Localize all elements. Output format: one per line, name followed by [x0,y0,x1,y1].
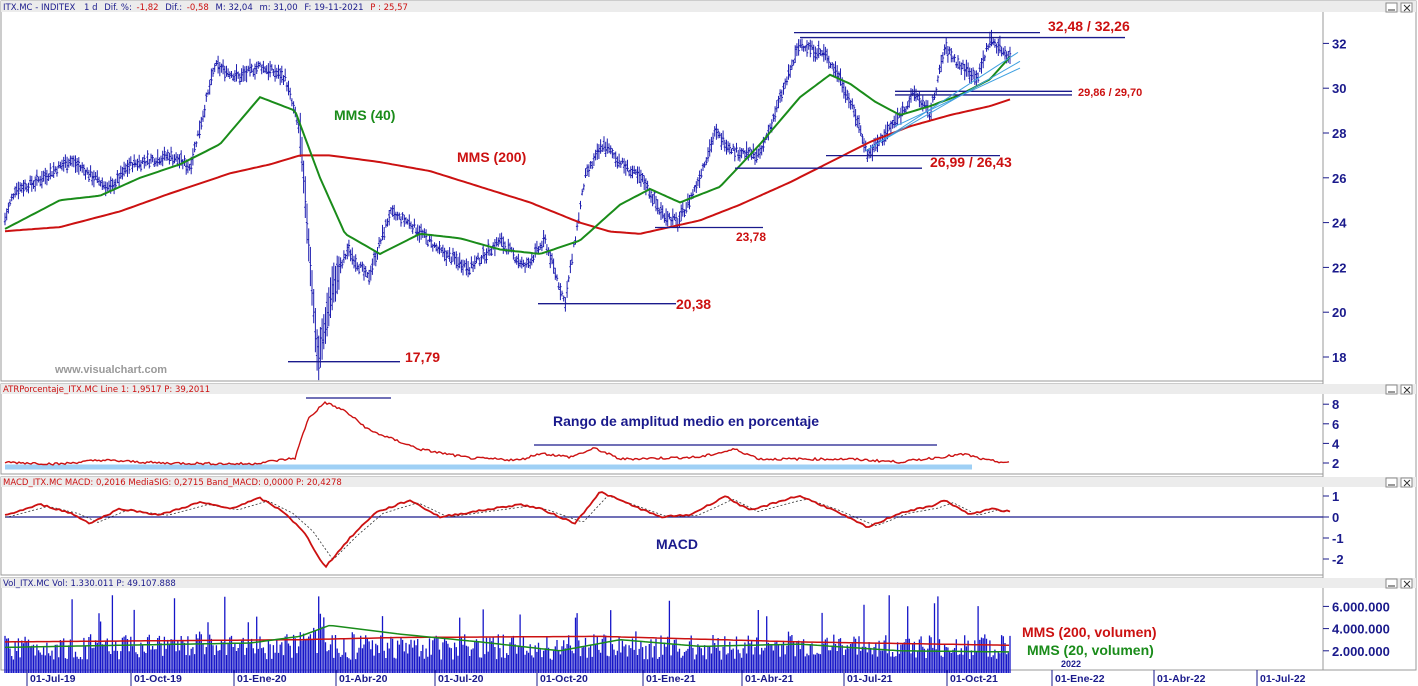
macd-minimize-button[interactable] [1385,477,1398,488]
level-s3-label: 17,79 [405,349,440,365]
trend-line [894,67,1021,127]
macd-lines [4,491,1323,569]
window-buttons[interactable] [1385,2,1413,589]
x-tick-label: 01-Ene-21 [646,673,696,685]
mms200v-label: MMS (200, volumen) [1022,624,1157,640]
panel-frames [0,0,1417,671]
atr-lines [4,397,1010,470]
x-tick-label: 01-Abr-20 [339,673,388,685]
y-tick-label: 2 [1332,456,1339,471]
volume-lines [4,624,1009,653]
y-tick-label: 24 [1332,216,1347,231]
price-ohlc-bars [3,29,1012,381]
y-tick-label: 18 [1332,350,1346,365]
atr-header: ATRPorcentaje_ITX.MC Line 1: 1,9517 P: 3… [3,385,210,395]
x-axis-ticks: 01-Jul-19 01-Oct-19 01-Ene-20 01-Abr-20 01-J… [26,670,1306,686]
x-tick-label: 01-Jul-19 [30,673,76,685]
atr-caption: Rango de amplitud medio en porcentaje [553,413,819,429]
level-r1-label: 32,48 / 32,26 [1048,18,1130,34]
macd-caption: MACD [656,536,698,552]
x-tick-label: 01-Abr-21 [745,673,794,685]
level-lines [288,31,1125,363]
y-tick-label: 32 [1332,36,1346,51]
price-bars [3,29,1012,381]
x-tick-label: 01-Ene-20 [237,673,287,685]
x-tick-label: 01-Oct-20 [540,673,588,685]
macd-signal-line [5,495,1011,559]
y-axis-ticks: 18202224262830322468-2-1012.000.0004.000… [1323,36,1390,659]
y-tick-label: 4.000.000 [1332,622,1390,637]
x-tick-label: 01-Oct-21 [950,673,998,685]
year-mark: 2022 [1061,659,1081,669]
y-tick-label: 4 [1332,436,1340,451]
close-icons [1388,4,1411,588]
y-tick-label: 0 [1332,510,1339,525]
y-tick-label: 6 [1332,417,1339,432]
trend-line [879,60,1021,143]
vol-minimize-button[interactable] [1385,578,1398,589]
level-s1-label: 23,78 [736,230,766,244]
volume-bar-set [4,595,1011,673]
level-r2-label: 29,86 / 29,70 [1078,87,1142,99]
trend-line [865,51,1019,152]
atr-minimize-button[interactable] [1385,384,1398,395]
y-tick-label: 6.000.000 [1332,599,1390,614]
atr-line [4,400,1010,466]
x-tick-label: 01-Jul-21 [847,673,893,685]
y-tick-label: 30 [1332,81,1346,96]
price-header: ITX.MC - INDITEX 1 d Dif. %: -1,82 Dif.:… [3,3,408,13]
y-tick-label: -1 [1332,531,1344,546]
x-tick-label: 01-Jul-22 [1260,673,1306,685]
y-tick-label: 8 [1332,397,1339,412]
macd-line [4,491,1011,569]
vol-mms20-line [4,624,1009,653]
volume-bars [4,595,1011,673]
y-tick-label: 26 [1332,171,1346,186]
x-tick-label: 01-Oct-19 [134,673,182,685]
y-tick-label: 2.000.000 [1332,644,1390,659]
watermark: www.visualchart.com [54,364,167,376]
y-tick-label: -2 [1332,552,1344,567]
mms200-label: MMS (200) [457,149,526,165]
vol-header: Vol_ITX.MC Vol: 1.330.011 P: 49.107.888 [3,579,176,589]
vol-mms200-line [5,635,1009,646]
mms40-line [4,56,1011,256]
header-bars [1,1,1416,588]
x-tick-label: 01-Ene-22 [1055,673,1105,685]
y-tick-label: 22 [1332,260,1346,275]
minimize-button[interactable] [1385,2,1398,13]
mms40-label: MMS (40) [334,107,395,123]
y-tick-label: 1 [1332,489,1339,504]
x-tick-label: 01-Jul-20 [438,673,484,685]
mms20v-label: MMS (20, volumen) [1027,642,1154,658]
level-r3-label: 26,99 / 26,43 [930,154,1012,170]
macd-header: MACD_ITX.MC MACD: 0,2016 MediaSIG: 0,271… [3,478,342,488]
level-s2-label: 20,38 [676,296,711,312]
x-tick-label: 01-Abr-22 [1157,673,1206,685]
y-tick-label: 20 [1332,305,1346,320]
y-tick-label: 28 [1332,126,1346,141]
